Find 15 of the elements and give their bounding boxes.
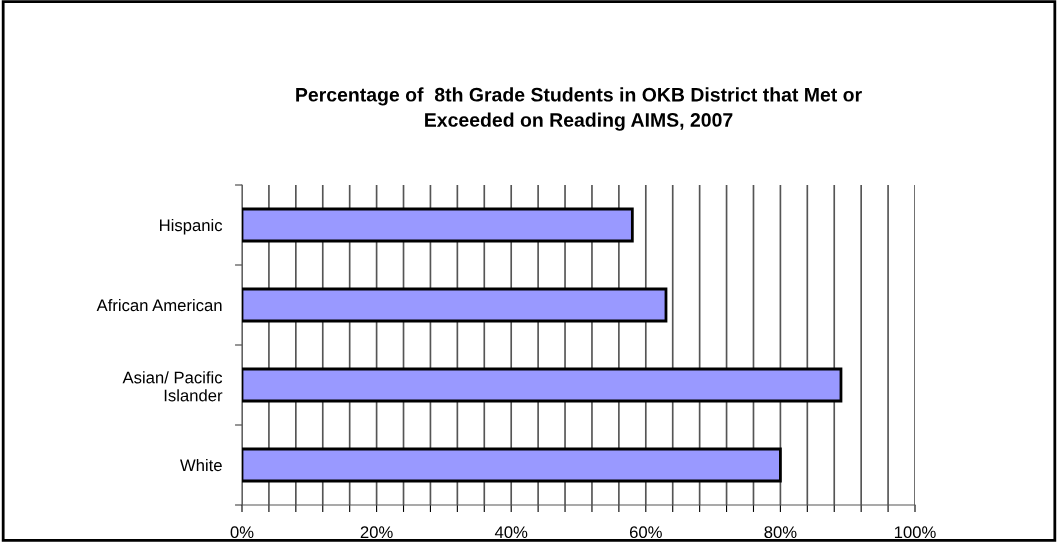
chart-title: Percentage of 8th Grade Students in OKB District that Met or Exceeded on Reading AIMS, 2007 <box>296 87 862 131</box>
y-tick-label: Hispanic <box>160 218 223 235</box>
x-tick-label: 100% <box>894 526 936 539</box>
x-tick-label: 80% <box>764 526 797 539</box>
bar <box>242 367 843 403</box>
bar <box>242 287 668 323</box>
x-tick-label: 0% <box>230 526 254 539</box>
y-tick-label: Asian/ Pacific Islander <box>122 371 223 402</box>
x-tick-label: 20% <box>360 526 393 539</box>
bar <box>242 447 782 483</box>
y-tick-label: African American <box>96 298 222 312</box>
x-tick-label: 40% <box>494 526 528 539</box>
bar <box>242 207 634 243</box>
x-tick-label: 60% <box>629 526 662 539</box>
y-tick-label: White <box>180 458 222 472</box>
